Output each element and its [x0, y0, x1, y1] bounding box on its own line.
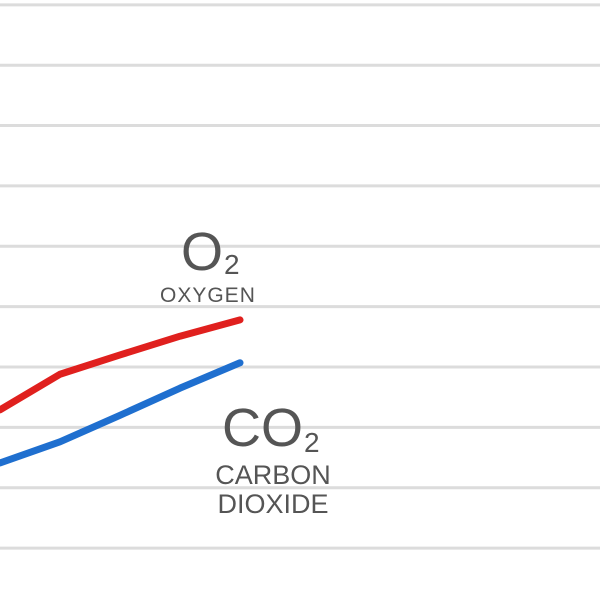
- annotation-line: CARBON: [215, 460, 331, 490]
- annotation-line: DIOXIDE: [217, 489, 328, 519]
- formula-subscript: 2: [304, 427, 320, 458]
- series-line: [0, 316, 244, 414]
- carbon-dioxide-label: CO 2 CARBON DIOXIDE: [215, 398, 331, 519]
- formula-subscript: 2: [224, 249, 240, 280]
- lines: [0, 316, 244, 467]
- oxygen-label: O 2 OXYGEN: [160, 222, 256, 307]
- formula: O: [181, 222, 223, 282]
- series-line: [0, 359, 244, 467]
- annotation-line: OXYGEN: [160, 284, 256, 307]
- formula: CO: [222, 398, 303, 458]
